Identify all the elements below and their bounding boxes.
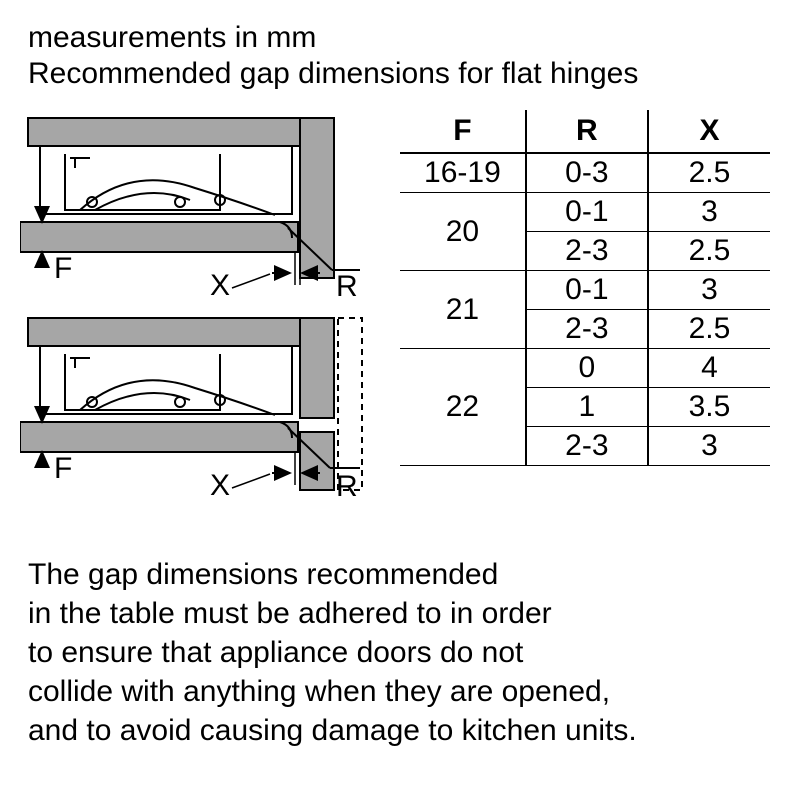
cell-F: 20	[400, 193, 526, 271]
footer-text: The gap dimensions recommended in the ta…	[28, 555, 637, 750]
cell-X: 3	[648, 271, 770, 310]
table-header-row: F R X	[400, 110, 770, 153]
header-line1: measurements in mm	[28, 20, 638, 56]
label-R-2: R	[336, 470, 358, 503]
col-X: X	[648, 110, 770, 153]
footer-l5: and to avoid causing damage to kitchen u…	[28, 711, 637, 750]
col-R: R	[526, 110, 648, 153]
cell-F: 22	[400, 349, 526, 466]
cell-R: 2-3	[526, 310, 648, 349]
gap-table: F R X 16-190-32.5200-132-32.5210-132-32.…	[400, 110, 770, 466]
footer-l3: to ensure that appliance doors do not	[28, 633, 637, 672]
table-row: 16-190-32.5	[400, 153, 770, 193]
table-row: 200-13	[400, 193, 770, 232]
cell-X: 3.5	[648, 388, 770, 427]
cell-F: 16-19	[400, 153, 526, 193]
cell-R: 1	[526, 388, 648, 427]
header-block: measurements in mm Recommended gap dimen…	[28, 20, 638, 92]
label-F-1: F	[54, 252, 72, 285]
dimensions-table: F R X 16-190-32.5200-132-32.5210-132-32.…	[400, 110, 770, 466]
cell-R: 0-1	[526, 271, 648, 310]
footer-l1: The gap dimensions recommended	[28, 555, 637, 594]
cell-F: 21	[400, 271, 526, 349]
cell-R: 2-3	[526, 427, 648, 466]
table-row: 2204	[400, 349, 770, 388]
footer-l4: collide with anything when they are open…	[28, 672, 637, 711]
cell-X: 3	[648, 427, 770, 466]
hinge-diagrams: F X R	[20, 110, 370, 520]
col-F: F	[400, 110, 526, 153]
cell-X: 2.5	[648, 310, 770, 349]
table-row: 210-13	[400, 271, 770, 310]
cell-X: 4	[648, 349, 770, 388]
cell-X: 2.5	[648, 153, 770, 193]
cell-X: 2.5	[648, 232, 770, 271]
cell-R: 0	[526, 349, 648, 388]
label-X-1: X	[210, 269, 230, 302]
cell-X: 3	[648, 193, 770, 232]
label-F-2: F	[54, 452, 72, 485]
cell-R: 0-3	[526, 153, 648, 193]
cell-R: 0-1	[526, 193, 648, 232]
label-R-1: R	[336, 270, 358, 303]
label-X-2: X	[210, 469, 230, 502]
header-line2: Recommended gap dimensions for flat hing…	[28, 56, 638, 92]
cell-R: 2-3	[526, 232, 648, 271]
footer-l2: in the table must be adhered to in order	[28, 594, 637, 633]
